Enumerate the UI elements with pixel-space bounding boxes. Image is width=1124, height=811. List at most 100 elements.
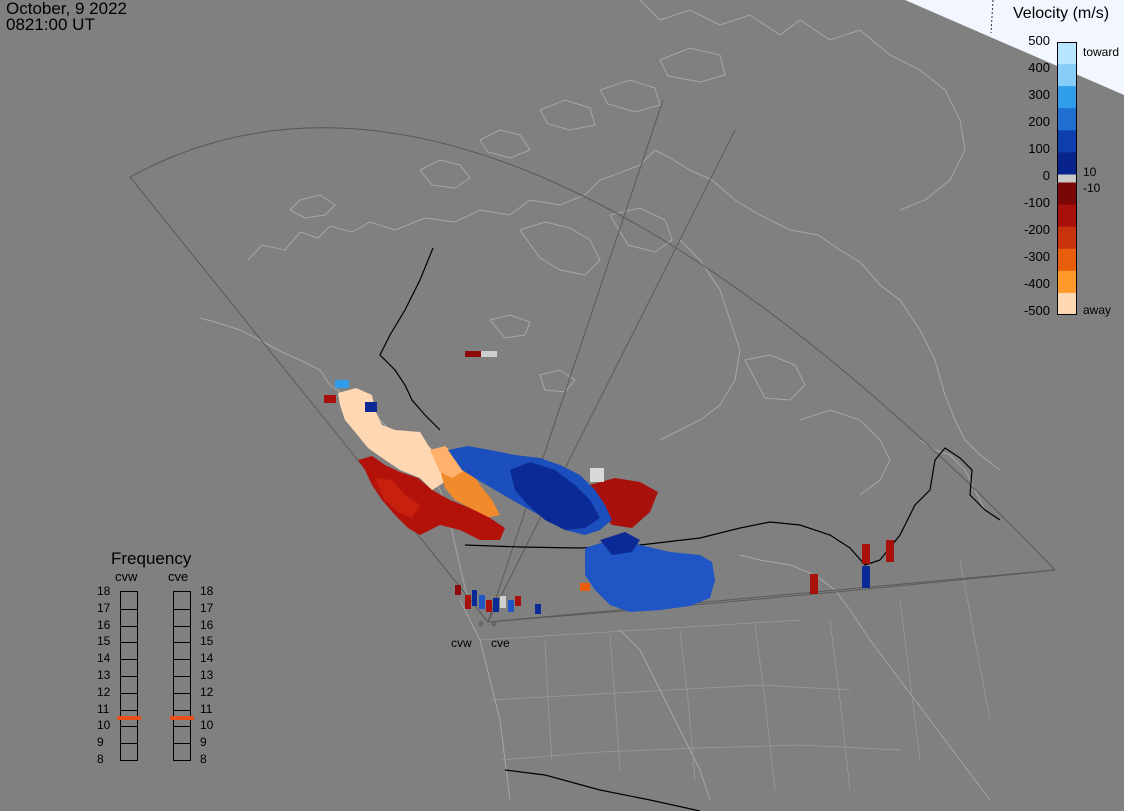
legend-tick-label: -400 xyxy=(1023,276,1050,291)
cell-near-8 xyxy=(515,596,521,606)
frequency-gridline xyxy=(174,692,190,694)
cell-cluster-dark-blue xyxy=(510,462,600,530)
frequency-gridline xyxy=(174,743,190,745)
frequency-gridline xyxy=(174,676,190,677)
velocity-colorbar xyxy=(1057,42,1077,315)
frequency-level-label-left: 16 xyxy=(97,617,111,632)
cell-near-9 xyxy=(535,604,541,614)
cell-small-9 xyxy=(862,566,870,588)
frequency-column-cve xyxy=(170,591,194,761)
legend-tick-label: 400 xyxy=(1028,60,1050,75)
cell-small-6 xyxy=(810,574,818,594)
legend-tick-label: 500 xyxy=(1028,33,1050,48)
frequency-level-label-right: 16 xyxy=(200,617,214,632)
frequency-gridline xyxy=(121,743,137,745)
cell-small-10 xyxy=(580,583,590,591)
frequency-radar-label-cve: cve xyxy=(168,569,189,584)
legend-title: Velocity (m/s) xyxy=(1013,5,1110,22)
legend-tick-label: 100 xyxy=(1028,141,1050,156)
legend-neg10-label: -10 xyxy=(1083,181,1101,195)
cell-small-7 xyxy=(862,544,870,564)
colorbar-segment xyxy=(1057,42,1077,65)
frequency-gridline xyxy=(174,642,190,644)
colorbar-zero-band xyxy=(1057,174,1077,183)
frequency-level-label-left: 13 xyxy=(97,668,111,682)
frequency-gridline xyxy=(121,642,137,644)
frequency-level-label-left: 15 xyxy=(97,634,111,649)
frequency-gridline xyxy=(121,726,137,728)
frequency-gridline xyxy=(121,608,137,610)
frequency-level-label-right: 15 xyxy=(200,634,214,649)
colorbar-segment xyxy=(1057,204,1077,228)
legend-tick-label: -300 xyxy=(1023,249,1050,264)
date-label: October, 9 2022 xyxy=(6,0,127,18)
cell-small-2 xyxy=(481,351,497,357)
frequency-column-cvw xyxy=(117,591,141,761)
legend-tick-label: -200 xyxy=(1023,222,1050,237)
time-label: 0821:00 UT xyxy=(6,15,95,34)
site-label-cvw: cvw xyxy=(451,636,472,650)
frequency-gridline xyxy=(174,659,190,661)
colorbar-segment xyxy=(1057,226,1077,250)
cell-near-6 xyxy=(500,596,506,608)
colorbar-segment xyxy=(1057,108,1077,131)
legend-tick-label: -500 xyxy=(1023,303,1050,318)
country-borders xyxy=(379,247,1001,811)
map-corner-dotted-line xyxy=(990,0,994,34)
cell-cluster-light-orange xyxy=(430,446,465,478)
frequency-radar-label-cvw: cvw xyxy=(115,569,138,584)
frequency-level-label-right: 11 xyxy=(200,701,213,716)
cell-cluster-blue-east xyxy=(585,540,715,612)
frequency-level-label-right: 10 xyxy=(200,718,214,733)
cell-near-7 xyxy=(508,600,514,612)
frequency-marker xyxy=(117,716,141,720)
cell-small-3 xyxy=(335,380,349,388)
cell-cluster-away-high xyxy=(338,388,448,490)
frequency-title: Frequency xyxy=(111,549,192,568)
cell-small-4 xyxy=(324,395,336,403)
frequency-level-label-left: 12 xyxy=(97,684,111,699)
legend-tick-label: 0 xyxy=(1042,168,1050,183)
cell-near-5 xyxy=(493,598,499,612)
colorbar-segment xyxy=(1057,64,1077,87)
legend-away-label: away xyxy=(1083,303,1112,317)
frequency-level-label-right: 17 xyxy=(200,600,214,615)
cell-cluster-red-main xyxy=(358,456,505,540)
legend-tick-label: 200 xyxy=(1028,114,1050,129)
cell-small-11 xyxy=(590,468,604,482)
cell-small-1 xyxy=(465,351,481,357)
legend-tick-label: -100 xyxy=(1023,195,1050,210)
frequency-level-label-right: 14 xyxy=(200,651,214,666)
colorbar-segment xyxy=(1057,130,1077,153)
cell-cluster-blue-east-2 xyxy=(600,532,640,555)
cell-near-1 xyxy=(465,595,471,609)
frequency-gridline xyxy=(121,676,137,677)
legend-toward-label: toward xyxy=(1083,45,1120,59)
site-label-cve: cve xyxy=(491,636,510,650)
frequency-level-label-right: 12 xyxy=(200,684,214,699)
colorbar-segment xyxy=(1057,152,1077,175)
colorbar-segment xyxy=(1057,86,1077,109)
colorbar-segment xyxy=(1057,248,1077,272)
frequency-gridline xyxy=(121,659,137,661)
frequency-level-label-left: 9 xyxy=(97,735,104,750)
colorbar-segment xyxy=(1057,270,1077,294)
colorbar-outline xyxy=(1057,42,1077,315)
cell-cluster-red-2 xyxy=(375,478,420,518)
colorbar-segment xyxy=(1057,292,1077,315)
frequency-gridline xyxy=(121,692,137,694)
velocity-cells xyxy=(324,351,894,614)
frequency-level-label-left: 10 xyxy=(97,718,111,733)
frequency-level-label-right: 18 xyxy=(200,584,214,598)
frequency-level-label-left: 14 xyxy=(97,651,111,666)
frequency-gridline xyxy=(174,709,190,711)
cell-near-3 xyxy=(479,595,485,609)
frequency-level-label-right: 9 xyxy=(200,735,207,750)
state-lines xyxy=(479,559,991,791)
frequency-level-label-right: 13 xyxy=(200,668,214,682)
frequency-gridline xyxy=(174,608,190,610)
frequency-level-label-left: 11 xyxy=(97,701,110,716)
cell-small-5 xyxy=(365,402,377,412)
cell-near-2 xyxy=(472,590,477,606)
